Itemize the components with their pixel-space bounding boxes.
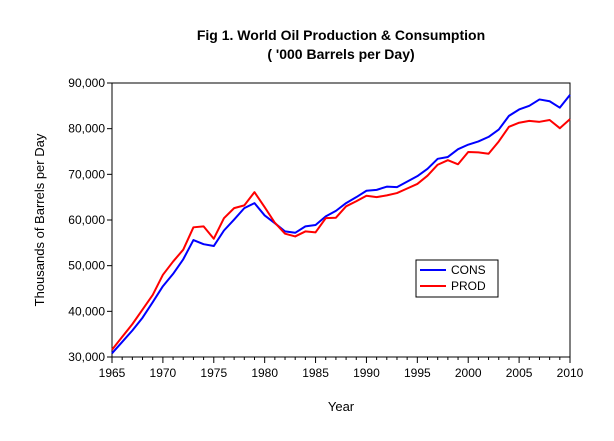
x-tick-label: 1965 — [99, 366, 126, 380]
y-axis-label: Thousands of Barrels per Day — [32, 133, 47, 306]
y-tick-label: 40,000 — [68, 304, 105, 318]
plot-frame — [111, 82, 571, 358]
y-tick-label: 80,000 — [68, 122, 105, 136]
legend-label-cons: CONS — [451, 263, 486, 277]
x-tick-label: 1985 — [302, 366, 329, 380]
series-group — [111, 94, 571, 355]
y-tick-label: 60,000 — [68, 213, 105, 227]
y-tick-label: 70,000 — [68, 167, 105, 181]
x-tick-label: 2000 — [455, 366, 482, 380]
y-tick-label: 90,000 — [68, 76, 105, 90]
chart-subtitle: ( '000 Barrels per Day) — [267, 46, 414, 62]
y-tick-label: 30,000 — [68, 350, 105, 364]
x-tick-label: 1990 — [353, 366, 380, 380]
y-tick-label: 50,000 — [68, 259, 105, 273]
x-tick-label: 2005 — [506, 366, 533, 380]
x-tick-label: 1970 — [150, 366, 177, 380]
legend: CONS PROD — [415, 259, 499, 298]
chart-title: Fig 1. World Oil Production & Consumptio… — [197, 27, 485, 43]
x-tick-label: 1975 — [200, 366, 227, 380]
series-line-cons — [111, 94, 571, 355]
legend-box — [415, 259, 499, 298]
x-tick-label: 2010 — [557, 366, 584, 380]
series-line-prod — [111, 118, 571, 351]
y-axis: 30,000 40,000 50,000 60,000 70,000 80,000 90,0… — [68, 76, 112, 364]
x-axis-label: Year — [328, 399, 355, 414]
x-tick-label: 1995 — [404, 366, 431, 380]
x-tick-label: 1980 — [251, 366, 278, 380]
x-axis: 1965 1970 1975 1980 1985 1990 1995 2000 2005 2010 — [99, 357, 584, 380]
legend-label-prod: PROD — [451, 279, 486, 293]
